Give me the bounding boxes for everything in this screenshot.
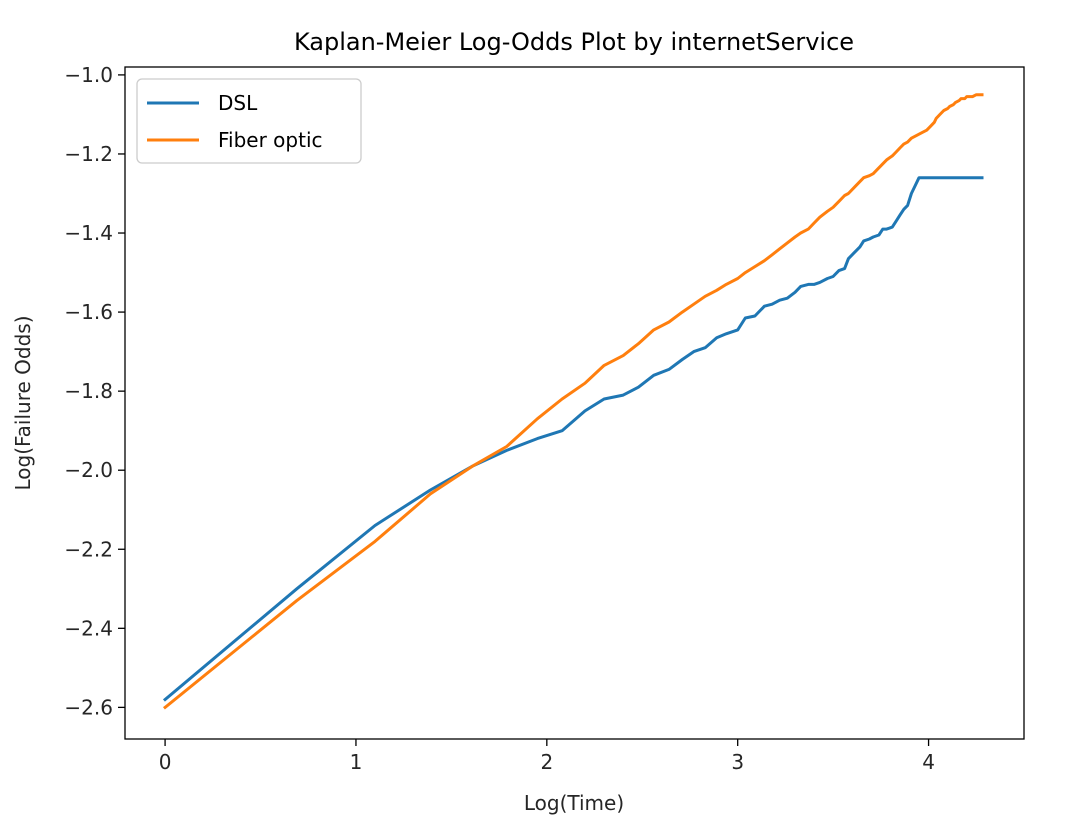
series-lines	[162, 93, 984, 710]
legend-box	[136, 78, 362, 164]
x-tick-label: 3	[731, 750, 744, 774]
x-tick-label: 2	[540, 750, 553, 774]
y-tick-label: −2.2	[64, 537, 113, 561]
x-tick-label: 0	[159, 750, 172, 774]
legend-label-dsl: DSL	[218, 91, 258, 115]
plot-area-frame	[124, 66, 1025, 740]
series-line-fiber-optic	[162, 93, 984, 710]
x-tick-label: 4	[922, 750, 935, 774]
series-line-dsl	[162, 176, 984, 702]
y-tick-label: −1.0	[64, 63, 113, 87]
legend: DSL Fiber optic	[136, 78, 362, 164]
y-tick-label: −2.6	[64, 695, 113, 719]
x-axis-label: Log(Time)	[524, 791, 624, 815]
y-tick-label: −2.0	[64, 458, 113, 482]
y-axis: −2.6 −2.4 −2.2 −2.0 −1.8 −1.6 −1.4 −1.2 −1.0	[64, 63, 125, 719]
y-tick-label: −2.4	[64, 616, 113, 640]
y-tick-label: −1.8	[64, 379, 113, 403]
legend-label-fiber-optic: Fiber optic	[218, 128, 323, 152]
chart-title: Kaplan-Meier Log-Odds Plot by internetSe…	[294, 28, 854, 56]
x-tick-label: 1	[350, 750, 363, 774]
y-tick-label: −1.2	[64, 142, 113, 166]
y-tick-label: −1.4	[64, 221, 113, 245]
y-axis-label: Log(Failure Odds)	[11, 315, 35, 490]
x-axis: 0 1 2 3 4	[159, 739, 935, 774]
y-tick-label: −1.6	[64, 300, 113, 324]
